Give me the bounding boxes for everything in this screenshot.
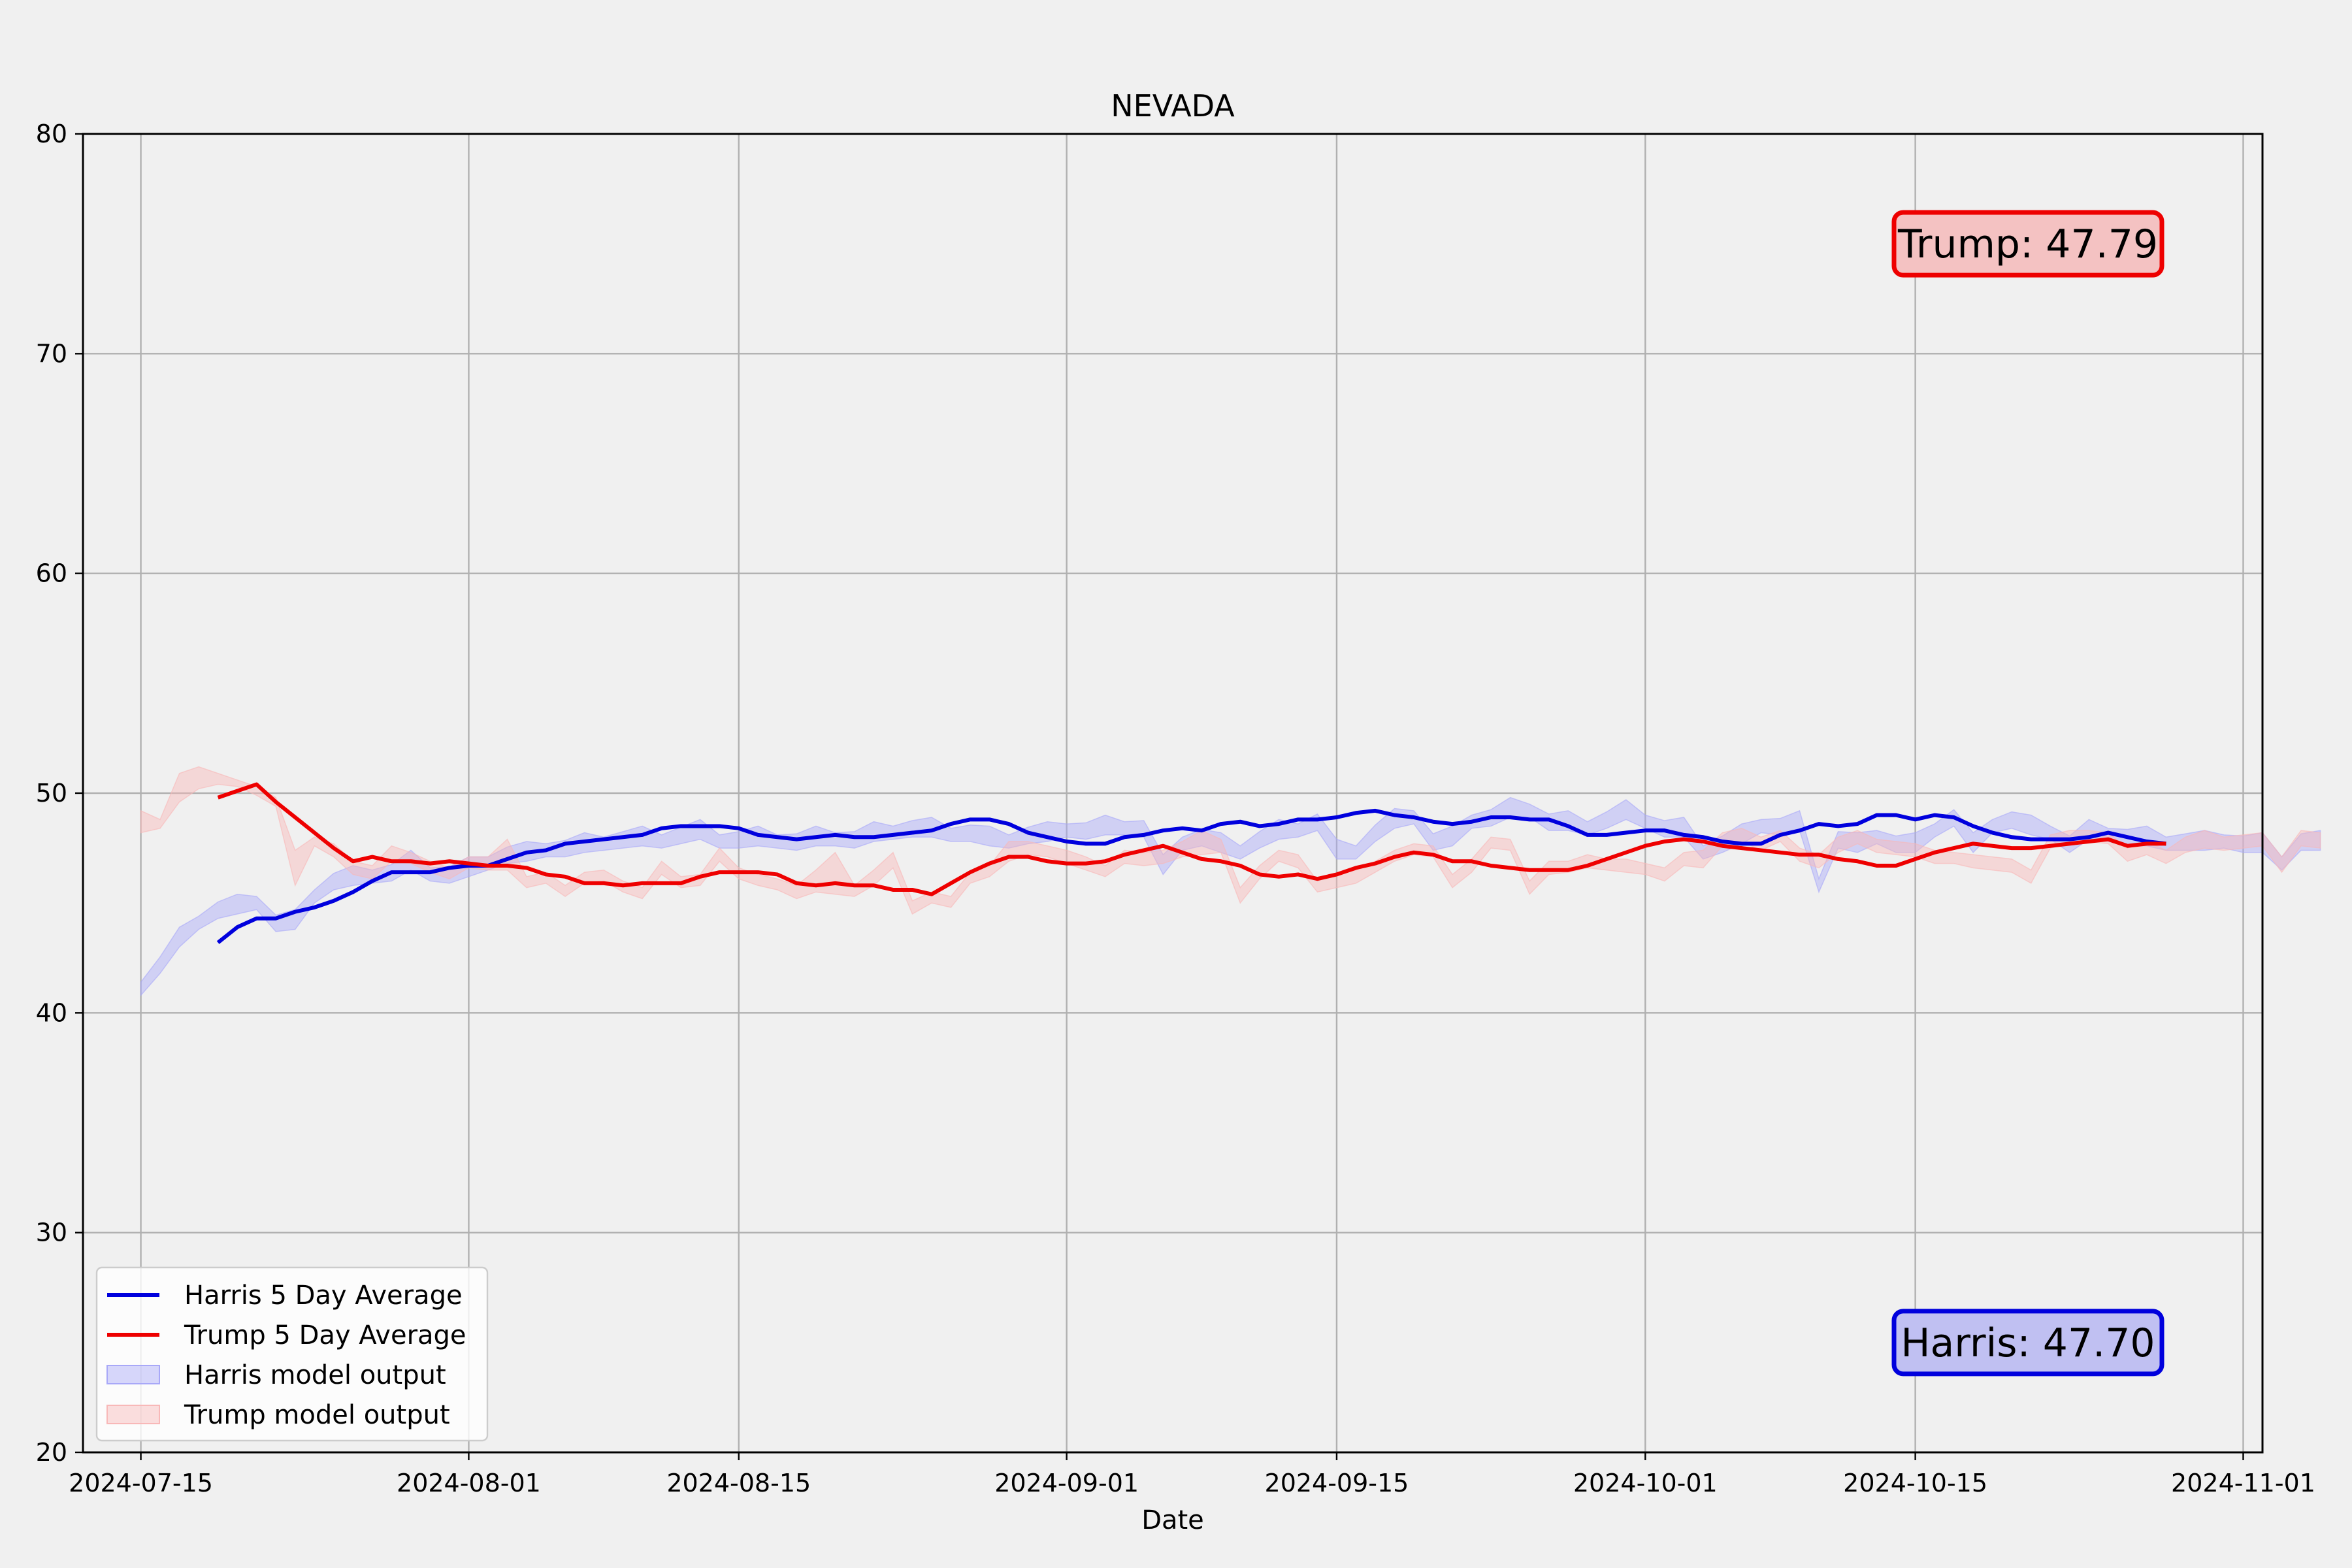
y-tick-label: 50 xyxy=(36,779,67,808)
legend-label: Harris model output xyxy=(184,1360,446,1390)
y-tick-label: 30 xyxy=(36,1218,67,1247)
legend-entry: Harris model output xyxy=(106,1360,446,1390)
y-axis-ticks: 20 30 40 50 60 70 80 xyxy=(36,120,83,1467)
x-tick-label: 2024-08-01 xyxy=(397,1469,541,1497)
x-tick-label: 2024-07-15 xyxy=(69,1469,213,1497)
annotation-text: Harris: 47.70 xyxy=(1901,1320,2155,1366)
y-tick-label: 80 xyxy=(36,120,67,148)
legend-label: Trump model output xyxy=(184,1400,450,1430)
legend: Harris 5 Day Average Trump 5 Day Average H… xyxy=(95,1266,489,1442)
x-tick-label: 2024-08-15 xyxy=(666,1469,811,1497)
x-axis-label: Date xyxy=(1141,1505,1204,1535)
harris-model-output-band xyxy=(140,796,2321,997)
trump-5-day-average-line xyxy=(217,782,2166,896)
chart-title: NEVADA xyxy=(1111,88,1235,123)
x-tick-label: 2024-09-15 xyxy=(1265,1469,1409,1497)
y-tick-label: 40 xyxy=(36,998,67,1027)
legend-label: Harris 5 Day Average xyxy=(184,1281,463,1311)
harris-5-day-average-line xyxy=(216,808,2166,945)
x-tick-label: 2024-10-15 xyxy=(1843,1469,1987,1497)
grid-lines xyxy=(83,133,2262,1454)
y-tick-label: 20 xyxy=(36,1438,67,1467)
annotation-trump: Trump: 47.79 xyxy=(1891,210,2164,278)
legend-patch-swatch xyxy=(106,1365,160,1384)
model-output-bands xyxy=(140,766,2321,997)
annotation-box xyxy=(1891,1309,2164,1377)
x-tick-label: 2024-10-01 xyxy=(1573,1469,1718,1497)
x-tick-label: 2024-11-01 xyxy=(2171,1469,2315,1497)
x-tick-label: 2024-09-01 xyxy=(994,1469,1139,1497)
annotation-harris: Harris: 47.70 xyxy=(1891,1309,2164,1377)
legend-frame xyxy=(95,1266,489,1442)
annotations: Trump: 47.79 Harris: 47.70 xyxy=(1891,210,2164,1377)
x-axis-ticks: 2024-07-15 2024-08-01 2024-08-15 2024-09-01… xyxy=(69,1452,2315,1497)
annotation-box xyxy=(1891,210,2164,278)
legend-patch-swatch xyxy=(106,1405,160,1424)
y-tick-label: 70 xyxy=(36,339,67,368)
legend-entry: Harris 5 Day Average xyxy=(107,1281,463,1311)
legend-entry: Trump 5 Day Average xyxy=(107,1320,466,1350)
legend-label: Trump 5 Day Average xyxy=(184,1320,466,1350)
y-tick-label: 60 xyxy=(36,559,67,588)
trump-model-output-band xyxy=(140,766,2321,915)
average-lines xyxy=(216,782,2166,945)
annotation-text: Trump: 47.79 xyxy=(1897,221,2158,267)
legend-entry: Trump model output xyxy=(106,1400,450,1430)
